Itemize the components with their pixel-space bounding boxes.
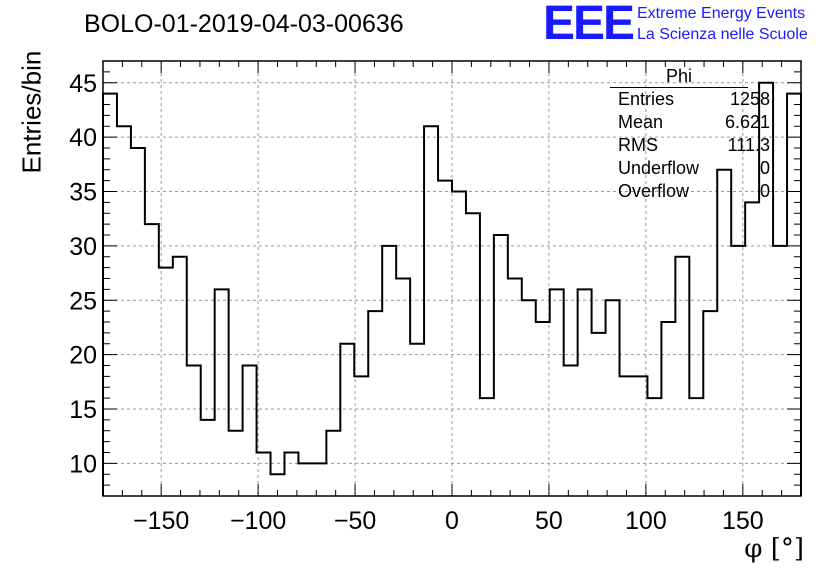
histogram-bin bbox=[494, 235, 508, 496]
histogram-bin bbox=[745, 202, 759, 496]
histogram-bin bbox=[312, 463, 326, 496]
tick-labels: −150 −100 −50 0 50 100 150 10 15 20 25 30 35 40 45 bbox=[69, 70, 764, 535]
histogram-bin bbox=[298, 463, 312, 496]
y-tick-label: 25 bbox=[69, 287, 97, 315]
histogram-bin bbox=[187, 366, 201, 497]
histogram-bin bbox=[382, 246, 396, 496]
histogram-bin bbox=[243, 366, 257, 497]
histogram-bin bbox=[368, 311, 382, 496]
stats-row-entries: Entries 1258 bbox=[610, 88, 770, 111]
y-tick-label: 35 bbox=[69, 179, 97, 207]
x-tick-label: 50 bbox=[535, 507, 563, 535]
histogram-bin bbox=[131, 148, 145, 496]
histogram-bin bbox=[480, 398, 494, 496]
histogram-bin bbox=[117, 126, 131, 496]
histogram-bin bbox=[145, 224, 159, 496]
y-axis-label: Entries/bin bbox=[16, 50, 47, 174]
stats-label: Overflow bbox=[618, 181, 690, 201]
histogram-bin bbox=[703, 311, 717, 496]
stats-label: Entries bbox=[618, 89, 675, 109]
y-tick-label: 45 bbox=[69, 70, 97, 98]
stats-value: 0 bbox=[759, 181, 770, 201]
histogram-bin bbox=[647, 398, 661, 496]
histogram-bin bbox=[354, 376, 368, 496]
logo-mark: EEE bbox=[543, 0, 635, 50]
x-tick-label: 150 bbox=[722, 507, 764, 535]
stats-row-rms: RMS 111.3 bbox=[610, 134, 770, 157]
histogram-bin bbox=[592, 333, 606, 496]
stats-label: Mean bbox=[618, 112, 664, 132]
histogram-bins bbox=[102, 81, 802, 497]
histogram-bin bbox=[284, 453, 298, 497]
y-tick-label: 30 bbox=[69, 233, 97, 261]
histogram-bin bbox=[452, 192, 466, 497]
histogram-bin bbox=[103, 94, 117, 496]
histogram-bin bbox=[717, 170, 731, 496]
histogram-bin bbox=[787, 94, 801, 496]
stats-label: RMS bbox=[618, 135, 658, 155]
grid-lines bbox=[103, 61, 801, 496]
histogram-bin bbox=[773, 246, 787, 496]
histogram-bin bbox=[633, 376, 647, 496]
histogram-bin bbox=[550, 289, 564, 496]
histogram-bin bbox=[173, 257, 187, 496]
y-tick-label: 20 bbox=[69, 342, 97, 370]
y-tick-label: 15 bbox=[69, 396, 97, 424]
histogram-bin bbox=[424, 126, 438, 496]
x-tick-label: −50 bbox=[334, 507, 376, 535]
histogram-bin bbox=[410, 344, 424, 496]
stats-value: 6.621 bbox=[724, 112, 770, 132]
histogram-outline bbox=[102, 81, 802, 496]
histogram-bin bbox=[606, 300, 620, 496]
histogram-bin bbox=[620, 376, 634, 496]
x-tick-label: 0 bbox=[445, 507, 459, 535]
y-tick-label: 40 bbox=[69, 124, 97, 152]
x-tick-label: −150 bbox=[133, 507, 189, 535]
logo-line-2: La Scienza nelle Scuole bbox=[637, 26, 808, 43]
stats-value: 0 bbox=[759, 158, 770, 178]
stats-label: Underflow bbox=[618, 158, 700, 178]
stats-row-underflow: Underflow 0 bbox=[610, 157, 770, 180]
y-tick-label: 10 bbox=[69, 450, 97, 478]
x-tick-label: 100 bbox=[625, 507, 667, 535]
stats-box: Phi Entries 1258 Mean 6.621 RMS 111.3 Un… bbox=[610, 66, 778, 203]
histogram-bin bbox=[438, 181, 452, 496]
histogram-bin bbox=[257, 453, 271, 497]
stats-value: 111.3 bbox=[727, 135, 770, 155]
stats-value: 1258 bbox=[729, 89, 770, 109]
histogram-bin bbox=[564, 366, 578, 497]
histogram-bin bbox=[689, 398, 703, 496]
histogram-bin bbox=[201, 420, 215, 496]
histogram-bin bbox=[215, 289, 229, 496]
histogram-bin bbox=[340, 344, 354, 496]
x-tick-label: −100 bbox=[230, 507, 286, 535]
histogram-bin bbox=[522, 300, 536, 496]
stats-title: Phi bbox=[610, 66, 748, 88]
stats-row-overflow: Overflow 0 bbox=[610, 180, 770, 203]
logo-line-1: Extreme Energy Events bbox=[637, 5, 806, 22]
stats-row-mean: Mean 6.621 bbox=[610, 111, 770, 134]
page-title: BOLO-01-2019-04-03-00636 bbox=[84, 10, 404, 38]
x-axis-label: φ [°] bbox=[744, 534, 804, 564]
histogram-bin bbox=[578, 289, 592, 496]
histogram-bin bbox=[675, 257, 689, 496]
